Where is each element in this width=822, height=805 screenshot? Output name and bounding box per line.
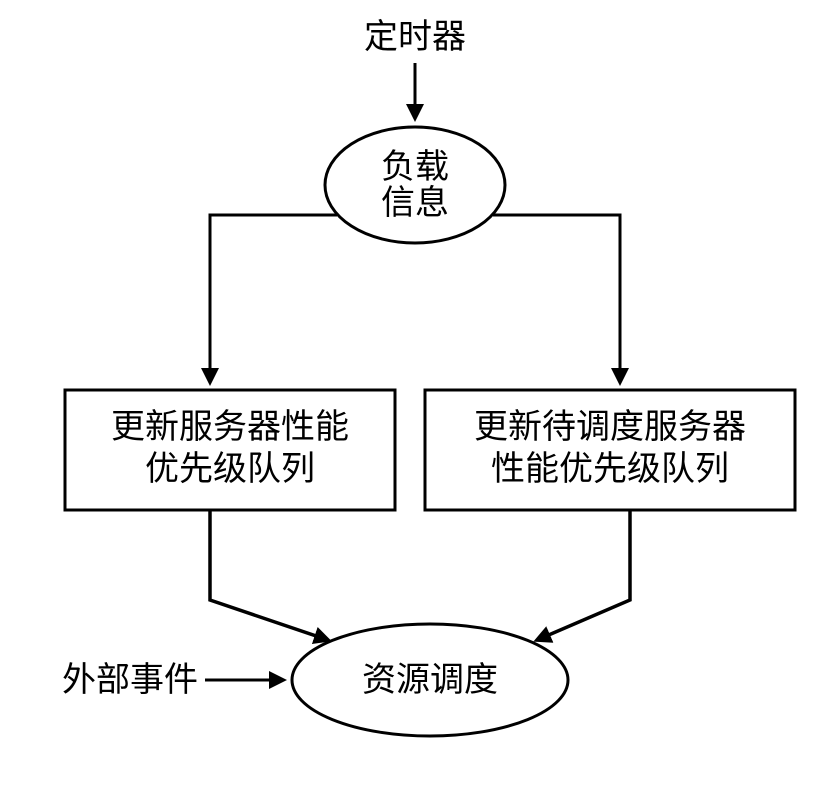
edge-left-to-resource xyxy=(210,510,328,640)
resource-scheduling-text: 资源调度 xyxy=(362,661,498,699)
edge-right-to-resource xyxy=(537,510,630,640)
timer-label: 定时器 xyxy=(364,18,466,56)
load-info-text1: 负载 xyxy=(381,148,449,186)
update-server-queue-text1: 更新服务器性能 xyxy=(111,408,349,446)
external-event-label: 外部事件 xyxy=(62,661,198,699)
load-info-text2: 信息 xyxy=(381,184,449,222)
update-pending-server-queue-text1: 更新待调度服务器 xyxy=(474,408,746,446)
edge-load-to-left xyxy=(210,215,337,382)
update-server-queue-text2: 优先级队列 xyxy=(145,450,315,488)
update-pending-server-queue-text2: 性能优先级队列 xyxy=(491,450,729,488)
edge-load-to-right xyxy=(493,215,620,382)
